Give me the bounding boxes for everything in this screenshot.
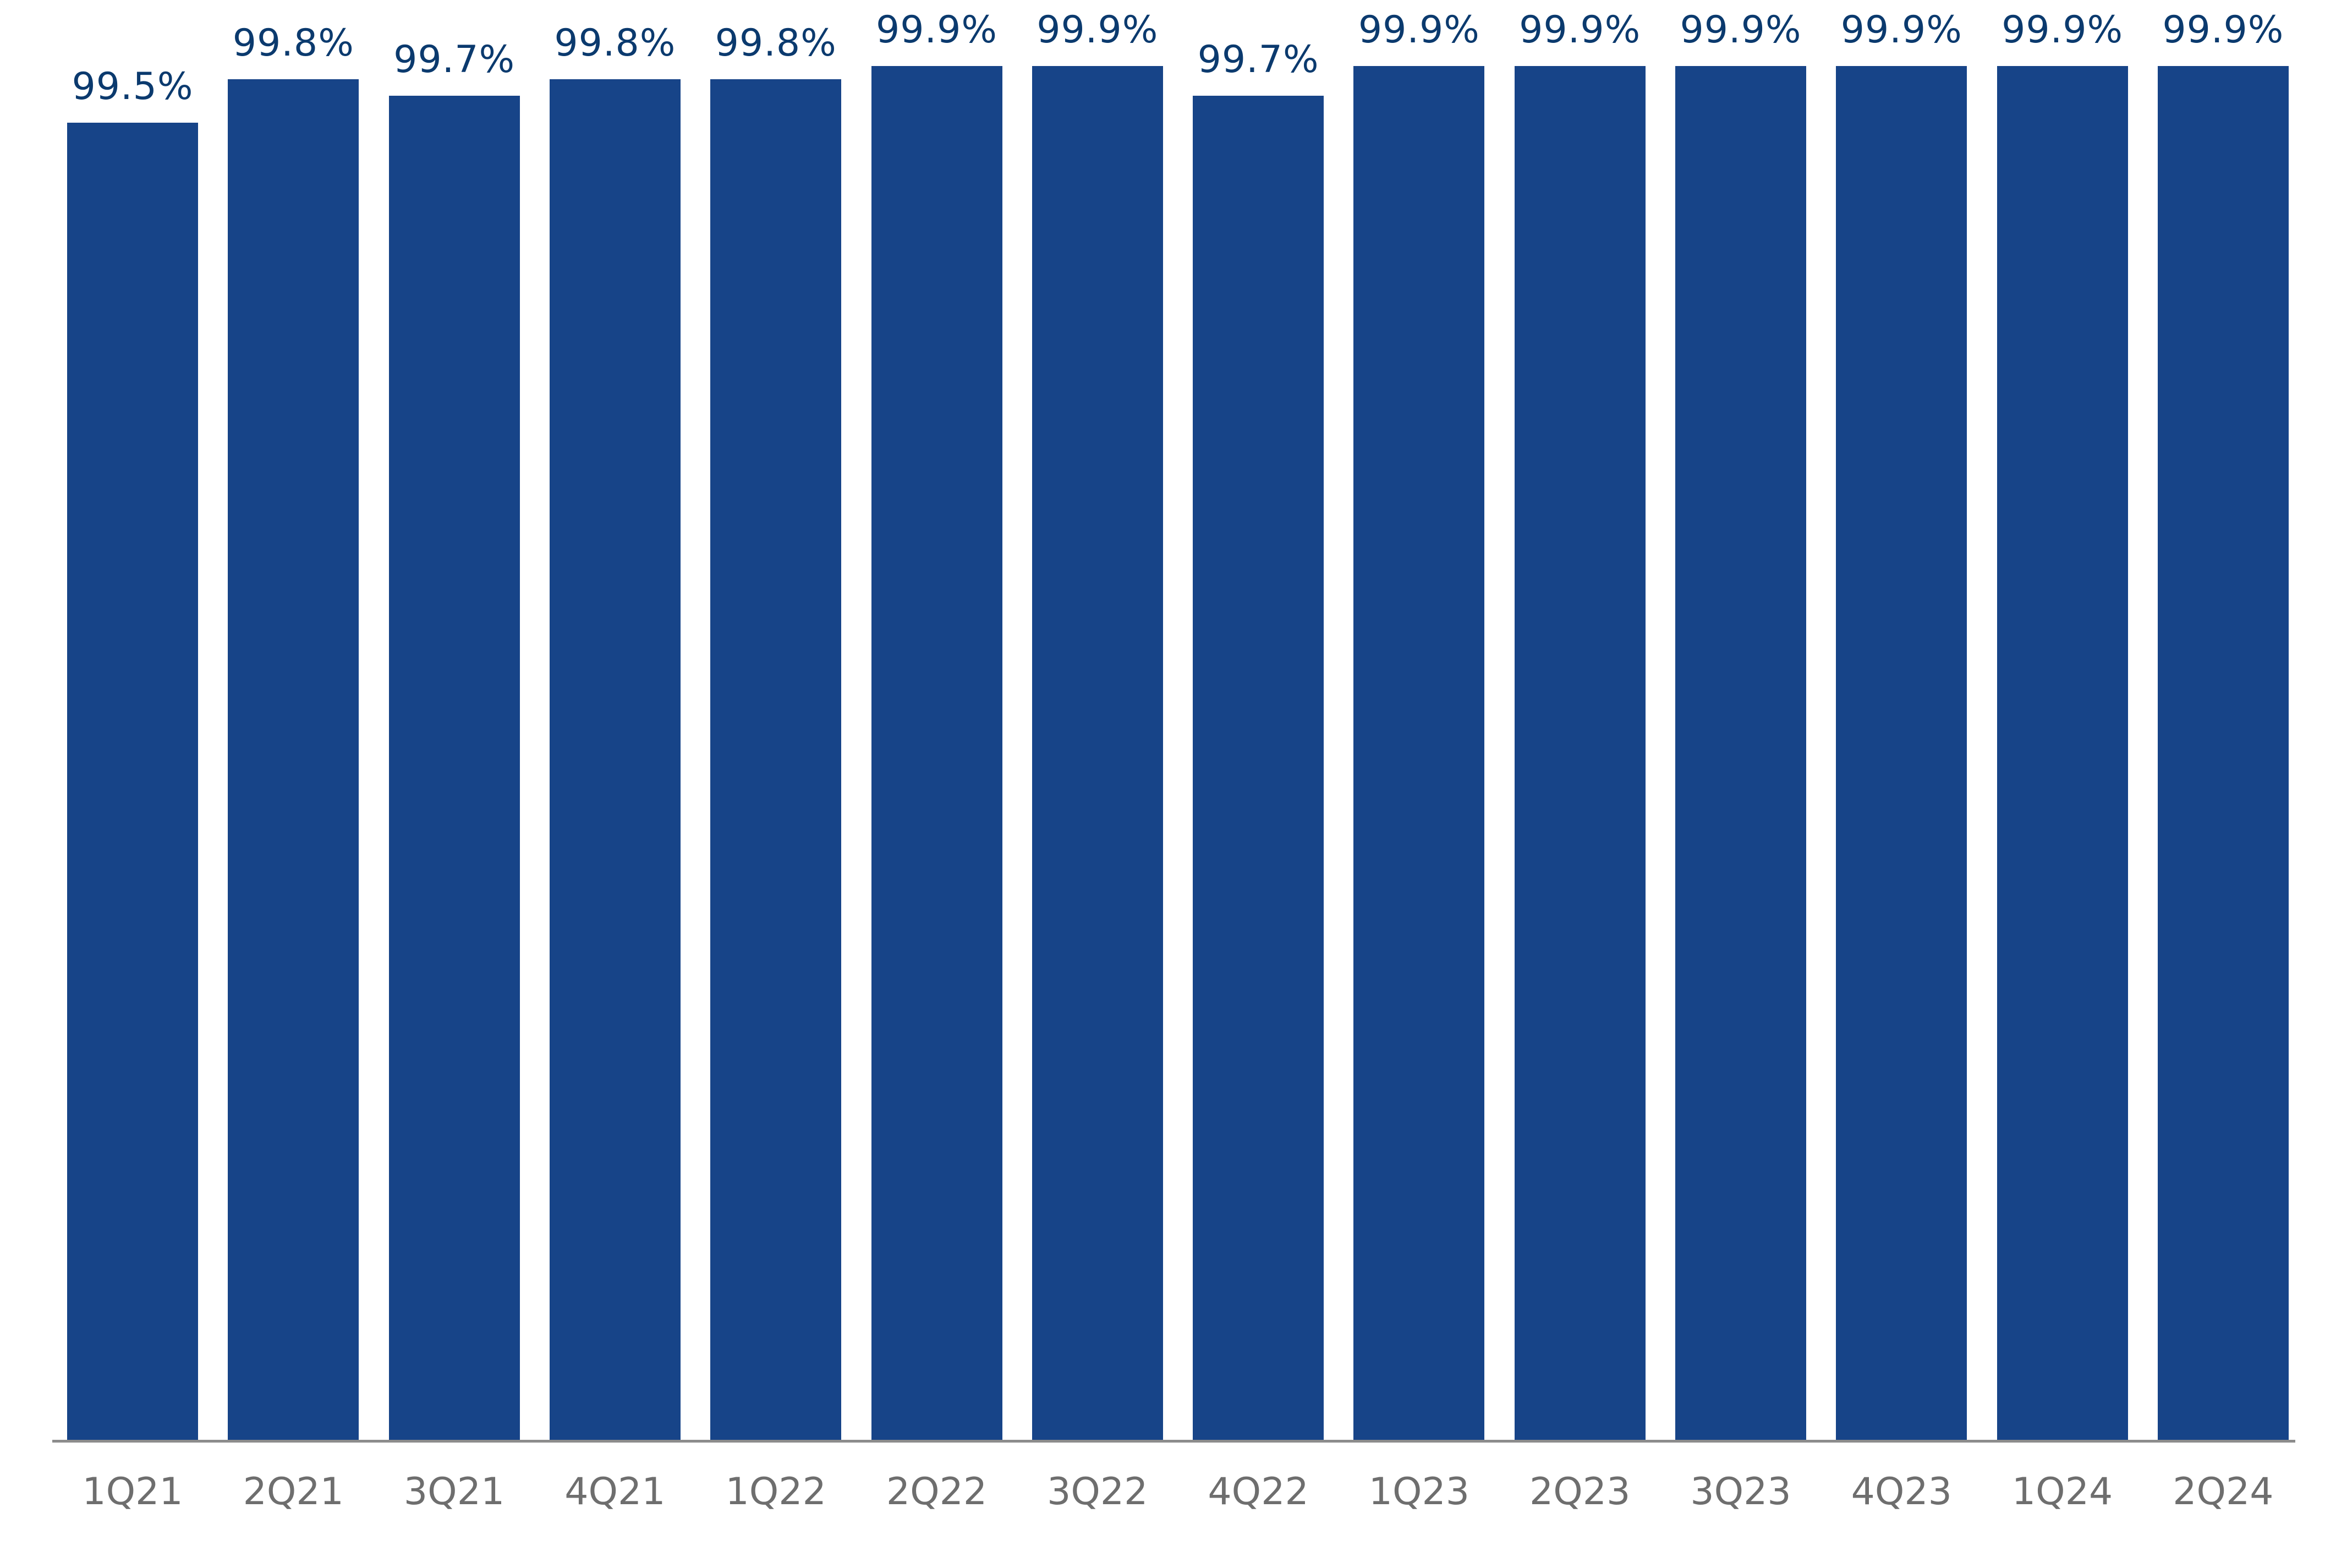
x-tick-label: 2Q22 xyxy=(886,1470,988,1514)
value-label: 99.9% xyxy=(875,8,998,52)
x-tick-label: 3Q22 xyxy=(1047,1470,1148,1514)
value-label: 99.9% xyxy=(1680,8,1802,52)
value-label: 99.9% xyxy=(1358,8,1480,52)
bar-1Q22 xyxy=(710,79,842,1440)
x-tick-label: 2Q24 xyxy=(2173,1470,2274,1514)
bar-3Q23 xyxy=(1675,66,1806,1440)
bar-1Q23 xyxy=(1353,66,1485,1440)
bar-3Q22 xyxy=(1032,66,1163,1440)
x-tick-label: 1Q24 xyxy=(2011,1470,2113,1514)
bar-4Q23 xyxy=(1836,66,1967,1440)
x-tick-label: 4Q23 xyxy=(1851,1470,1952,1514)
value-label: 99.5% xyxy=(72,65,194,108)
bar-2Q21 xyxy=(228,79,359,1440)
x-tick-label: 1Q23 xyxy=(1368,1470,1470,1514)
value-label: 99.9% xyxy=(1519,8,1641,52)
x-tick-label: 1Q21 xyxy=(82,1470,183,1514)
bar-3Q21 xyxy=(388,96,520,1440)
x-tick-label: 3Q23 xyxy=(1690,1470,1791,1514)
value-label: 99.8% xyxy=(232,21,354,65)
x-tick-label: 2Q23 xyxy=(1529,1470,1631,1514)
x-tick-label: 1Q22 xyxy=(725,1470,826,1514)
value-label: 99.8% xyxy=(554,21,676,65)
value-label: 99.7% xyxy=(1197,38,1319,81)
bar-4Q22 xyxy=(1193,96,1324,1440)
x-tick-label: 3Q21 xyxy=(403,1470,505,1514)
x-tick-label: 2Q21 xyxy=(243,1470,344,1514)
bar-2Q23 xyxy=(1514,66,1646,1440)
value-label: 99.9% xyxy=(2001,8,2124,52)
value-label: 99.9% xyxy=(1037,8,1159,52)
x-axis-line xyxy=(52,1440,2295,1443)
value-label: 99.9% xyxy=(2162,8,2284,52)
value-label: 99.7% xyxy=(393,38,516,81)
bar-1Q24 xyxy=(1997,66,2128,1440)
bar-2Q22 xyxy=(871,66,1002,1440)
x-tick-label: 4Q21 xyxy=(564,1470,666,1514)
bar-2Q24 xyxy=(2157,66,2289,1440)
value-label: 99.8% xyxy=(715,21,837,65)
bar-1Q21 xyxy=(67,123,198,1440)
x-tick-label: 4Q22 xyxy=(1208,1470,1309,1514)
bar-4Q21 xyxy=(549,79,681,1440)
value-label: 99.9% xyxy=(1840,8,1962,52)
